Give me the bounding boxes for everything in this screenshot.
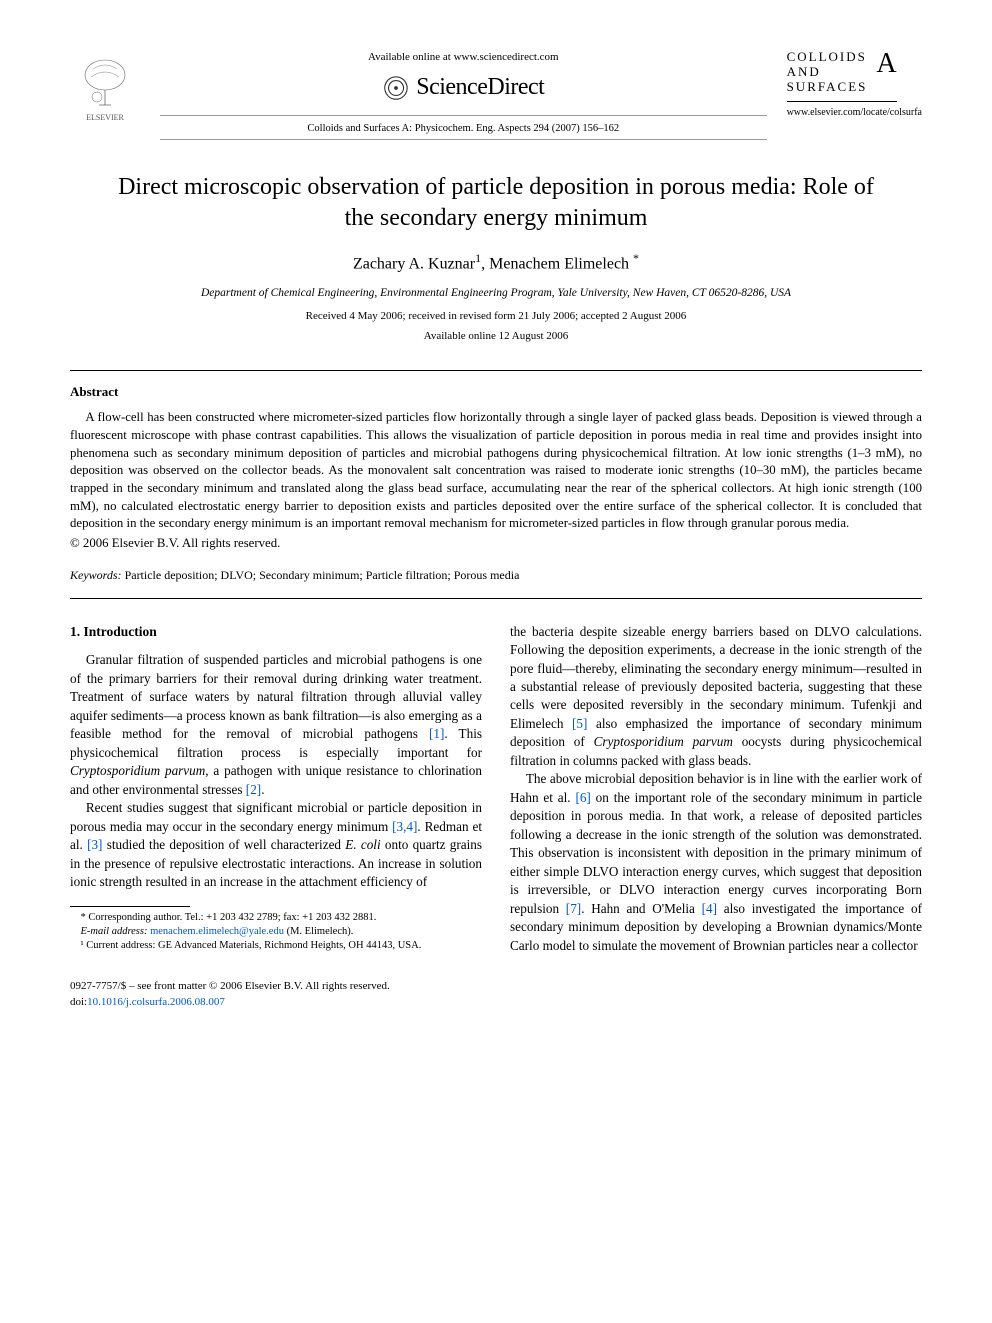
email-link[interactable]: menachem.elimelech@yale.edu <box>150 926 284 937</box>
p3-italic: Cryptosporidium parvum <box>594 734 733 749</box>
ref-link-5[interactable]: [5] <box>572 716 587 731</box>
doi-link[interactable]: 10.1016/j.colsurfa.2006.08.007 <box>87 996 225 1008</box>
author-2-sup: * <box>633 251 639 265</box>
p1-italic: Cryptosporidium parvum <box>70 763 205 778</box>
email-paren: (M. Elimelech). <box>284 926 353 937</box>
journal-reference: Colloids and Surfaces A: Physicochem. En… <box>160 122 767 137</box>
affiliation: Department of Chemical Engineering, Envi… <box>70 286 922 302</box>
footer: 0927-7757/$ – see front matter © 2006 El… <box>70 979 922 1010</box>
article-title: Direct microscopic observation of partic… <box>110 172 882 234</box>
body-p1: Granular filtration of suspended particl… <box>70 651 482 799</box>
front-matter-line: 0927-7757/$ – see front matter © 2006 El… <box>70 979 922 994</box>
p1a: Granular filtration of suspended particl… <box>70 652 482 741</box>
journal-logo-block: A COLLOIDS AND SURFACES www.elsevier.com… <box>787 50 922 140</box>
journal-letter-a: A <box>876 48 896 80</box>
footnotes: * Corresponding author. Tel.: +1 203 432… <box>70 911 482 954</box>
abstract-bottom-rule <box>70 598 922 599</box>
keywords: Keywords: Particle deposition; DLVO; Sec… <box>70 567 922 584</box>
footnote-1: ¹ Current address: GE Advanced Materials… <box>70 939 482 953</box>
abstract-text: A flow-cell has been constructed where m… <box>70 409 922 533</box>
abstract-heading: Abstract <box>70 383 922 401</box>
body-p3: the bacteria despite sizeable energy bar… <box>510 623 922 771</box>
doi-label: doi: <box>70 996 87 1008</box>
section-1-heading: 1. Introduction <box>70 623 482 642</box>
sciencedirect-logo: ScienceDirect <box>160 71 767 105</box>
header-rule-bottom <box>160 139 767 140</box>
body-p4: The above microbial deposition behavior … <box>510 770 922 955</box>
abstract-block: Abstract A flow-cell has been constructe… <box>70 383 922 583</box>
ref-link-6[interactable]: [6] <box>575 790 590 805</box>
corresponding-author: * Corresponding author. Tel.: +1 203 432… <box>70 911 482 925</box>
ref-link-34[interactable]: [3,4] <box>392 819 417 834</box>
p2c: studied the deposition of well character… <box>102 837 345 852</box>
ref-link-4[interactable]: [4] <box>702 901 717 916</box>
ref-link-3[interactable]: [3] <box>87 837 102 852</box>
publisher-name: ELSEVIER <box>86 112 124 123</box>
header-rule-top <box>160 115 767 116</box>
journal-logo: A COLLOIDS AND SURFACES <box>787 50 897 102</box>
journal-logo-line2: AND <box>787 64 821 79</box>
author-2: Menachem Elimelech <box>489 255 629 272</box>
p1d: . <box>261 782 264 797</box>
elsevier-logo: ELSEVIER <box>70 50 140 130</box>
ref-link-7[interactable]: [7] <box>566 901 581 916</box>
journal-logo-line3: SURFACES <box>787 79 868 94</box>
ref-link-2[interactable]: [2] <box>246 782 261 797</box>
body-columns: 1. Introduction Granular filtration of s… <box>70 623 922 956</box>
authors: Zachary A. Kuznar1, Menachem Elimelech * <box>70 250 922 276</box>
email-label: E-mail address: <box>81 926 148 937</box>
body-p2: Recent studies suggest that significant … <box>70 799 482 891</box>
p3a: the bacteria despite sizeable energy bar… <box>510 624 922 731</box>
received-dates: Received 4 May 2006; received in revised… <box>70 309 922 324</box>
p4c: . Hahn and O'Melia <box>581 901 701 916</box>
sd-swirl-icon <box>382 74 410 102</box>
author-1: Zachary A. Kuznar <box>353 255 475 272</box>
footnote-separator <box>70 906 190 907</box>
ref-link-1[interactable]: [1] <box>429 726 444 741</box>
header-center: Available online at www.sciencedirect.co… <box>140 50 787 142</box>
elsevier-tree-icon <box>75 57 135 112</box>
p4b: on the important role of the secondary m… <box>510 790 922 916</box>
header-row: ELSEVIER Available online at www.science… <box>70 50 922 142</box>
doi-line: doi:10.1016/j.colsurfa.2006.08.007 <box>70 995 922 1010</box>
author-1-sup: 1 <box>475 251 481 265</box>
abstract-copyright: © 2006 Elsevier B.V. All rights reserved… <box>70 535 922 553</box>
keywords-text: Particle deposition; DLVO; Secondary min… <box>122 568 520 582</box>
available-date: Available online 12 August 2006 <box>70 329 922 344</box>
keywords-label: Keywords: <box>70 568 122 582</box>
journal-url: www.elsevier.com/locate/colsurfa <box>787 106 922 120</box>
abstract-paragraph: A flow-cell has been constructed where m… <box>70 409 922 533</box>
p2-italic: E. coli <box>345 837 380 852</box>
abstract-top-rule <box>70 370 922 371</box>
available-online-text: Available online at www.sciencedirect.co… <box>160 50 767 65</box>
email-line: E-mail address: menachem.elimelech@yale.… <box>70 925 482 939</box>
journal-logo-line1: COLLOIDS <box>787 49 867 64</box>
sciencedirect-text: ScienceDirect <box>416 71 544 105</box>
